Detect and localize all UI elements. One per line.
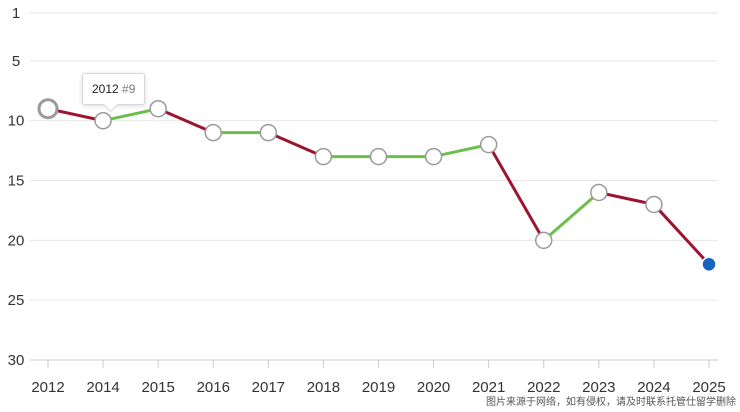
x-tick-label: 2012 [31,379,64,396]
series-line [46,107,711,266]
x-tick-label: 2015 [141,379,174,396]
watermark-text: 图片来源于网络，如有侵权，请及时联系托管仕留学删除 [486,397,736,408]
tooltip-year: 2012 [92,82,119,96]
y-tick-label: 15 [8,173,25,190]
x-tick-label: 2021 [472,379,505,396]
data-point[interactable] [314,147,333,166]
series-points [37,98,717,273]
x-tick-label: 2014 [86,379,119,396]
data-point[interactable] [37,98,59,120]
x-tick-label: 2019 [362,379,395,396]
y-tick-label: 20 [8,232,25,249]
x-tick-label: 2018 [307,379,340,396]
data-point[interactable] [535,231,553,250]
data-point[interactable] [479,135,498,154]
data-point[interactable] [590,183,608,202]
x-tick-label: 2022 [527,379,560,396]
grid-lines [30,12,718,361]
y-tick-label: 30 [8,352,25,369]
x-axis: 2012 2014 2015 2016 2017 2018 2019 2020 2021 2022… [30,359,726,396]
data-point[interactable] [149,99,167,118]
series-segment [487,143,546,242]
x-tick-label: 2023 [582,379,615,396]
y-tick-label: 1 [12,5,20,22]
x-tick-label: 2024 [637,379,670,396]
x-tick-label: 2017 [252,379,285,396]
series-segment [432,143,491,159]
data-point[interactable] [204,123,222,142]
y-tick-label: 5 [12,53,20,70]
data-point[interactable] [259,123,278,142]
data-point[interactable] [645,195,663,214]
series-segment [542,190,601,242]
data-point[interactable] [94,111,112,130]
series-segment [101,107,160,123]
data-point[interactable] [701,256,717,273]
series-segment [266,131,325,159]
y-tick-label: 10 [8,113,25,130]
series-segment [156,107,215,135]
data-point[interactable] [369,147,388,166]
data-tooltip: 2012 #9 [82,73,146,105]
series-segment [652,202,711,266]
x-tick-label: 2020 [417,379,450,396]
tooltip-rank: #9 [122,82,136,96]
x-tick-label: 2025 [692,379,725,396]
series-segment [597,190,656,206]
x-tick-label: 2016 [197,379,230,396]
data-point[interactable] [424,147,443,166]
y-tick-label: 25 [8,292,25,309]
